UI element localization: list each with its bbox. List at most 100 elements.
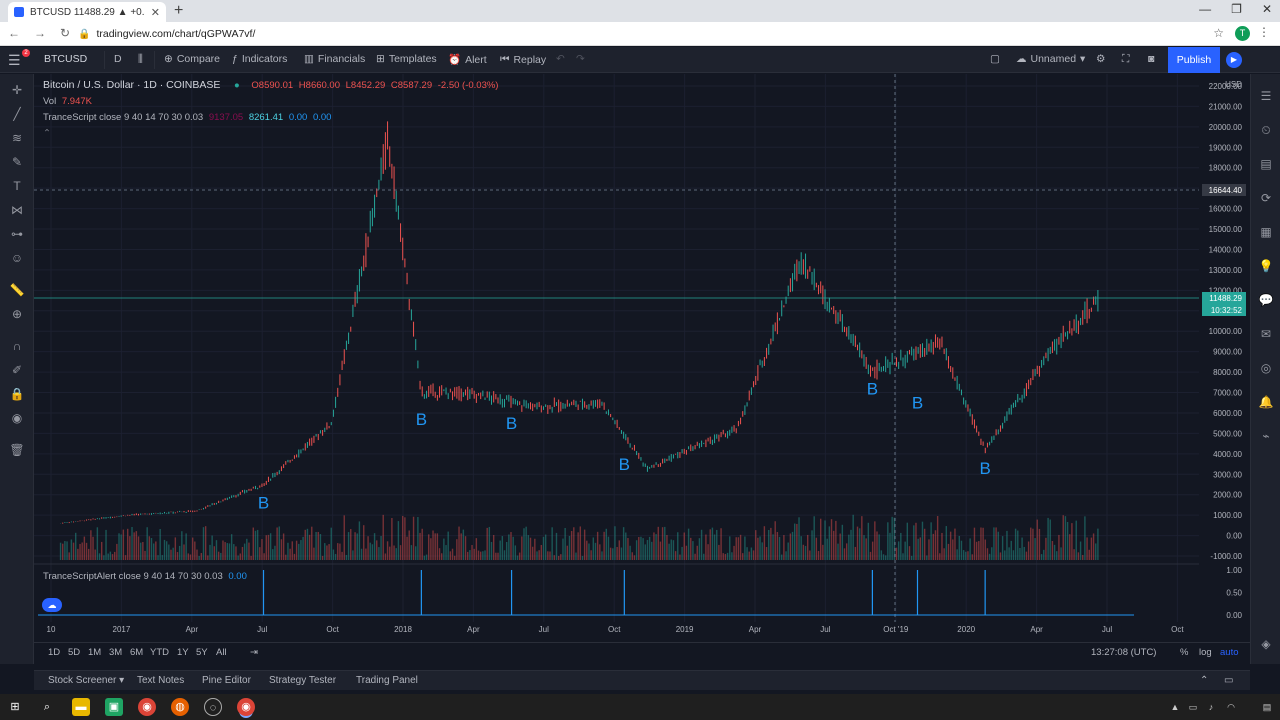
hide-drawings-icon[interactable]: ◉	[11, 411, 23, 425]
text-icon[interactable]: T	[13, 179, 21, 193]
camera-icon[interactable]: ◙	[1148, 53, 1155, 65]
reload-icon[interactable]: ↻	[60, 26, 71, 40]
chat-icon[interactable]: 💬	[1258, 293, 1274, 307]
browser-tab[interactable]: BTCUSD 11488.29 ▲ +0.88% Un ✕	[8, 2, 166, 22]
publish-video-icon[interactable]: ▶	[1226, 52, 1242, 68]
notification-center-icon[interactable]: ▤	[1262, 702, 1272, 712]
range-ytd[interactable]: YTD	[150, 647, 169, 658]
layout-select-icon[interactable]: ▢	[990, 53, 1000, 65]
bookmark-star-icon[interactable]: ☆	[1213, 26, 1224, 40]
hotlist-icon[interactable]: ⟳	[1260, 191, 1272, 205]
panel-trading-panel[interactable]: Trading Panel	[356, 675, 418, 686]
financials-button[interactable]: ▥ Financials	[304, 53, 365, 65]
range-all[interactable]: All	[216, 647, 227, 658]
symbol-search[interactable]: BTCUSD	[44, 53, 88, 65]
chart-pane[interactable]: B B B B B B B 22000.00 21000.00 20000.00 19000.00…	[34, 74, 1250, 642]
obs-icon[interactable]: ◌	[204, 698, 222, 716]
redo-icon[interactable]: ↷	[576, 53, 585, 65]
tray-battery-icon[interactable]: ▭	[1188, 702, 1198, 712]
restore-icon[interactable]: ❐	[1231, 2, 1242, 16]
ruler-icon[interactable]: 📏	[9, 283, 25, 297]
alert-button[interactable]: ⏰ Alert	[448, 53, 487, 67]
messages-icon[interactable]: ✉	[1260, 327, 1272, 341]
lock-drawings-icon[interactable]: 🔒	[9, 387, 25, 401]
undo-icon[interactable]: ↶	[556, 53, 565, 65]
range-6m[interactable]: 6M	[130, 647, 144, 658]
tradingview-logo-icon[interactable]: ☁	[42, 598, 62, 612]
tray-network-icon[interactable]: ▲	[1170, 702, 1180, 712]
range-5d[interactable]: 5D	[68, 647, 81, 658]
layers-icon[interactable]: ◈	[1261, 637, 1271, 651]
chrome-active-icon[interactable]: ◉	[237, 698, 255, 716]
price-chart[interactable]: B B B B B B B 22000.00 21000.00 20000.00 19000.00…	[34, 74, 1250, 642]
range-5y[interactable]: 5Y	[196, 647, 208, 658]
compare-button[interactable]: ⊕ Compare	[164, 53, 220, 65]
collapse-legend-icon[interactable]: ⌃	[43, 128, 51, 139]
watchlist-icon[interactable]: ☰	[1260, 89, 1272, 103]
layout-name-button[interactable]: ☁ Unnamed ▾	[1016, 53, 1085, 65]
fib-icon[interactable]: ≋	[11, 131, 23, 145]
pattern-icon[interactable]: ⋈	[11, 203, 23, 217]
minimize-icon[interactable]: —	[1199, 2, 1212, 16]
replay-button[interactable]: ⏮ Replay	[500, 53, 546, 66]
utc-clock[interactable]: 13:27:08 (UTC)	[1091, 647, 1157, 658]
panel-stock-screener[interactable]: Stock Screener ▾	[48, 675, 125, 686]
file-explorer-icon[interactable]: ▬	[72, 698, 90, 716]
tray-wifi-icon[interactable]: ◠	[1227, 702, 1235, 712]
data-window-icon[interactable]: ▤	[1260, 157, 1272, 171]
percent-toggle[interactable]: %	[1180, 647, 1189, 658]
maximize-panel-icon[interactable]: ▭	[1224, 675, 1234, 686]
stay-drawing-icon[interactable]: ✐	[11, 363, 23, 377]
forward-icon[interactable]: →	[34, 26, 46, 40]
new-tab-icon[interactable]: +	[174, 2, 184, 19]
chart-type-icon[interactable]: ⫼	[138, 53, 143, 65]
trash-icon[interactable]: 🗑	[9, 443, 25, 457]
order-panel-icon[interactable]: ⌁	[1262, 429, 1270, 443]
brush-icon[interactable]: ✎	[11, 155, 23, 169]
chrome-icon[interactable]: ◉	[138, 698, 156, 716]
search-icon[interactable]: ⌕	[43, 701, 51, 713]
notifications-bell-icon[interactable]: 🔔	[1258, 395, 1274, 409]
firefox-icon[interactable]: ◍	[171, 698, 189, 716]
emoji-icon[interactable]: ☺	[10, 251, 24, 265]
interval-button[interactable]: D	[114, 53, 122, 65]
ideas-lightbulb-icon[interactable]: 💡	[1258, 259, 1274, 273]
panel-text-notes[interactable]: Text Notes	[137, 675, 185, 686]
range-1m[interactable]: 1M	[88, 647, 102, 658]
close-window-icon[interactable]: ✕	[1261, 2, 1272, 16]
app-icon[interactable]: ▣	[105, 698, 123, 716]
fullscreen-icon[interactable]: ⛶	[1122, 53, 1130, 65]
zoom-icon[interactable]: ⊕	[11, 307, 23, 321]
windows-start-icon[interactable]: ⊞	[10, 701, 20, 713]
expand-panel-icon[interactable]: ⌃	[1200, 675, 1209, 686]
indicators-button[interactable]: ƒ Indicators	[232, 53, 287, 65]
settings-gear-icon[interactable]: ⚙	[1096, 53, 1106, 65]
auto-toggle[interactable]: auto	[1220, 647, 1239, 658]
price-axis[interactable]: 22000.00 21000.00 20000.00 19000.00 18000.00…	[1199, 74, 1250, 622]
profile-avatar[interactable]: T	[1235, 26, 1250, 41]
magnet-icon[interactable]: ∩	[12, 339, 22, 353]
log-toggle[interactable]: log	[1199, 647, 1212, 658]
range-3m[interactable]: 3M	[109, 647, 123, 658]
streams-icon[interactable]: ◎	[1260, 361, 1272, 375]
templates-button[interactable]: ⊞ Templates	[376, 53, 437, 65]
range-1y[interactable]: 1Y	[177, 647, 189, 658]
browser-menu-icon[interactable]: ⋮	[1258, 25, 1270, 39]
panel-pine-editor[interactable]: Pine Editor	[202, 675, 251, 686]
panel-strategy-tester[interactable]: Strategy Tester	[269, 675, 337, 686]
url-field[interactable]: 🔒 tradingview.com/chart/qGPWA7vf/	[78, 25, 1208, 43]
back-icon[interactable]: ←	[8, 26, 20, 40]
indicator-legend[interactable]: TranceScript close 9 40 14 70 30 0.03 91…	[43, 112, 334, 123]
calendar-icon[interactable]: ▦	[1260, 225, 1272, 239]
time-axis[interactable]: 10 2017 Apr Jul Oct 2018 Apr Jul Oct 2019 Apr Jul Oc…	[34, 622, 1250, 642]
range-1d[interactable]: 1D	[48, 647, 61, 658]
alerts-clock-icon[interactable]: ⏲	[1261, 123, 1271, 137]
trendline-icon[interactable]: ╱	[13, 107, 21, 121]
tray-volume-icon[interactable]: ♪	[1208, 702, 1214, 712]
goto-date-icon[interactable]: ⇥	[250, 647, 258, 658]
prediction-icon[interactable]: ⊶	[11, 227, 23, 241]
publish-button[interactable]: Publish	[1168, 47, 1220, 73]
crosshair-icon[interactable]: ✛	[11, 83, 23, 97]
close-tab-icon[interactable]: ✕	[150, 6, 160, 19]
menu-icon[interactable]: ☰ 2	[8, 49, 30, 68]
